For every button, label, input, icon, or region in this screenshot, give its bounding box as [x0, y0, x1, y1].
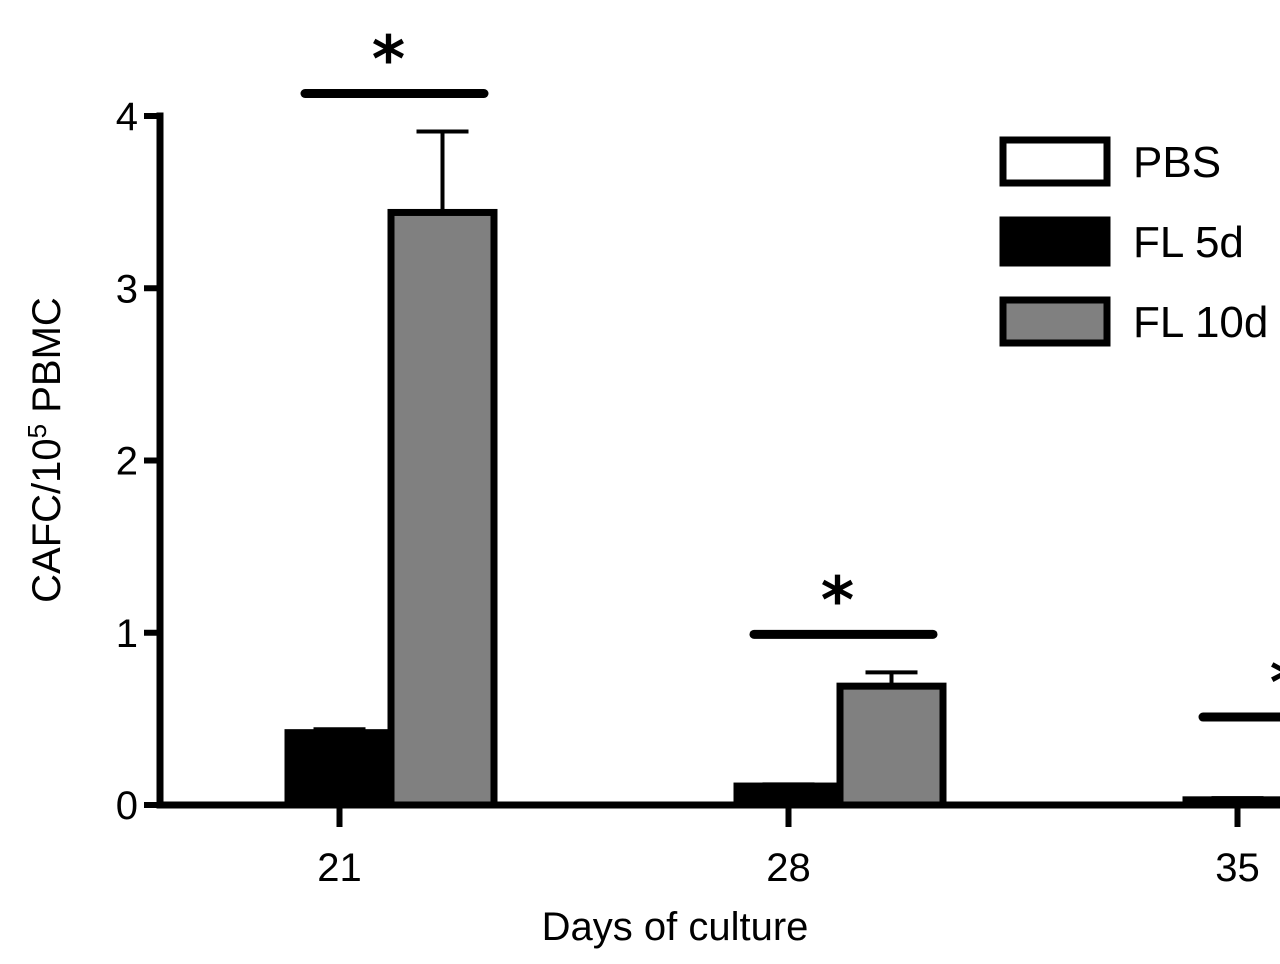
legend-label: FL 10d: [1133, 298, 1268, 347]
legend-label: PBS: [1133, 138, 1221, 187]
legend-swatch: [999, 136, 1111, 187]
y-tick-label: 2: [116, 440, 138, 484]
x-tick-label: 21: [317, 846, 362, 890]
axes: 0 1 2 3 4 21 28 35: [116, 95, 1260, 890]
x-axis-title: Days of culture: [542, 905, 809, 949]
bar-fl-10d-day-28: [836, 682, 947, 809]
legend-swatch: [999, 296, 1111, 347]
y-tick-label: 1: [116, 612, 138, 656]
y-axis-title-sup: 5: [22, 424, 52, 438]
x-tick-label: 35: [1215, 846, 1260, 890]
y-tick-label: 0: [116, 784, 138, 828]
legend-swatch: [999, 216, 1111, 267]
significance-star: *: [821, 564, 854, 638]
significance-star: *: [372, 24, 405, 98]
y-tick-label: 3: [116, 267, 138, 311]
bar-fl-10d-day-21: [387, 208, 498, 809]
plot-area: * * *: [284, 24, 1280, 809]
y-axis-title-main: CAFC/10: [25, 438, 69, 603]
bar-fl-5d-day-21: [284, 729, 395, 809]
y-tick-label: 4: [116, 95, 138, 139]
legend: PBS FL 5d FL 10d: [999, 136, 1268, 347]
y-axis-title: CAFC/105 PBMC: [22, 297, 69, 603]
y-axis-title-tail: PBMC: [25, 297, 69, 424]
legend-label: FL 5d: [1133, 218, 1244, 267]
x-tick-label: 28: [766, 846, 811, 890]
significance-star: *: [1270, 647, 1280, 721]
